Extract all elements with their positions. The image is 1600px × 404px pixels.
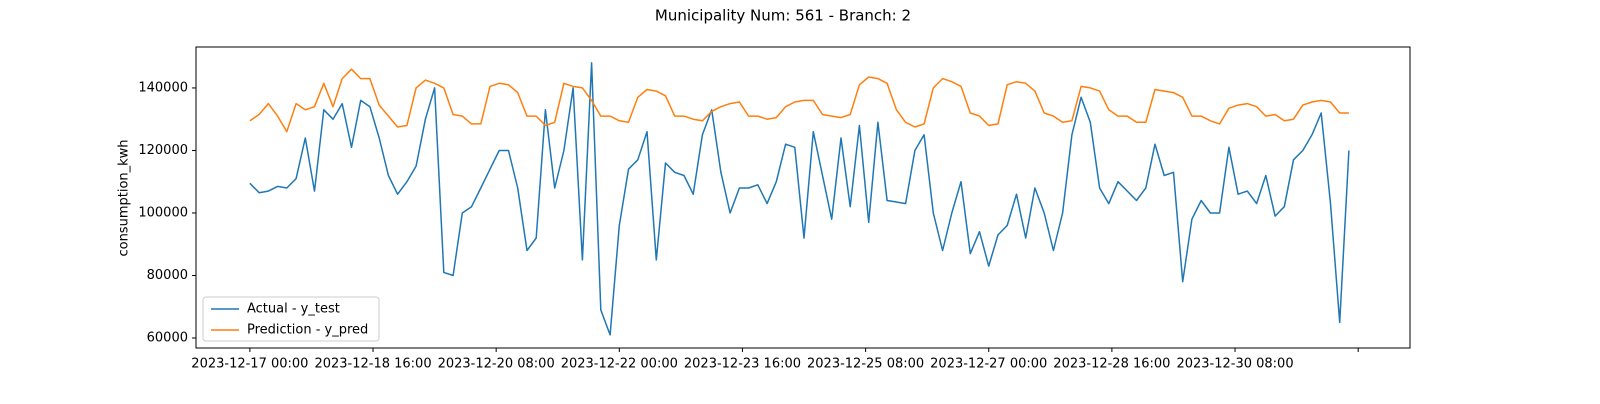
legend-label: Actual - y_test xyxy=(247,302,340,317)
x-tick-label: 2023-12-28 16:00 xyxy=(1053,357,1170,372)
legend: Actual - y_test Prediction - y_pred xyxy=(202,296,380,342)
y-tick-label: 80000 xyxy=(147,268,188,283)
legend-label: Prediction - y_pred xyxy=(247,323,368,338)
chart-title: Municipality Num: 561 - Branch: 2 xyxy=(655,7,911,25)
y-axis-label: consumption_kwh xyxy=(117,139,132,256)
y-tick-label: 140000 xyxy=(138,80,188,95)
y-tick-label: 120000 xyxy=(138,143,188,158)
x-tick-label: 2023-12-22 00:00 xyxy=(561,357,678,372)
plot-frame xyxy=(195,46,1411,349)
x-tick-label: 2023-12-25 08:00 xyxy=(807,357,924,372)
data-line xyxy=(249,62,1350,336)
x-tick-label: 2023-12-20 08:00 xyxy=(438,357,555,372)
x-tick-label: 2023-12-18 16:00 xyxy=(314,357,431,372)
legend-box xyxy=(202,296,380,342)
x-tick-label: 2023-12-30 08:00 xyxy=(1176,357,1293,372)
x-tick-label: 2023-12-17 00:00 xyxy=(191,357,308,372)
data-line xyxy=(249,68,1349,133)
x-tick-label: 2023-12-23 16:00 xyxy=(684,357,801,372)
y-tick-label: 100000 xyxy=(138,205,188,220)
x-tick-label: 2023-12-27 00:00 xyxy=(930,357,1047,372)
y-tick-label: 60000 xyxy=(147,330,188,345)
